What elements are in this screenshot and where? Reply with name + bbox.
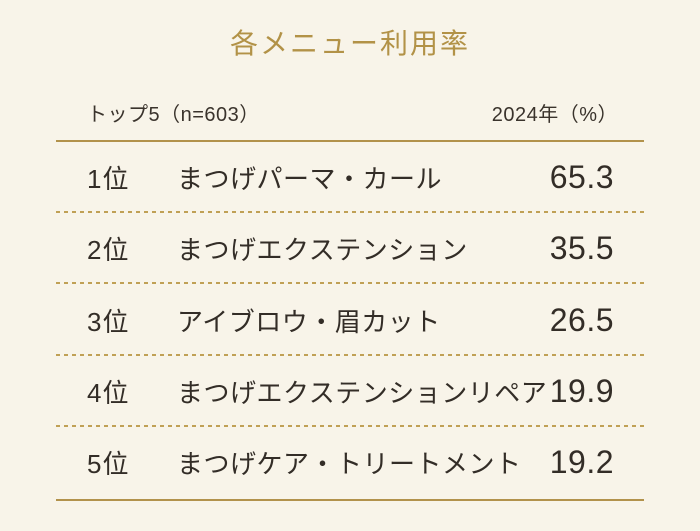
value-label: 26.5 bbox=[549, 301, 614, 338]
menu-label: まつげエクステンション bbox=[177, 235, 468, 266]
menu-label: アイブロウ・眉カット bbox=[177, 306, 441, 337]
menu-label: まつげケア・トリートメント bbox=[177, 449, 522, 480]
rank-label: 3位 bbox=[87, 306, 130, 337]
table-row: 1位 まつげパーマ・カール 65.3 bbox=[56, 141, 644, 213]
table-row: 2位 まつげエクステンション 35.5 bbox=[56, 212, 644, 285]
table-header-right: 2024年（%） bbox=[491, 103, 618, 126]
rank-label: 5位 bbox=[87, 449, 130, 480]
table-row: 5位 まつげケア・トリートメント 19.2 bbox=[56, 427, 644, 498]
value-label: 65.3 bbox=[549, 158, 614, 195]
table-header: トップ5（n=603） 2024年（%） bbox=[56, 61, 644, 142]
table-row: 3位 アイブロウ・眉カット 26.5 bbox=[56, 284, 644, 356]
ranking-table: トップ5（n=603） 2024年（%） 1位 まつげパーマ・カール 65.3 … bbox=[56, 61, 644, 501]
menu-label: まつげエクステンションリペア bbox=[177, 377, 548, 408]
value-label: 19.9 bbox=[549, 372, 614, 409]
rank-label: 2位 bbox=[87, 235, 130, 266]
menu-label: まつげパーマ・カール bbox=[177, 163, 443, 194]
rank-label: 1位 bbox=[87, 163, 130, 194]
table-row: 4位 まつげエクステンションリペア 19.9 bbox=[56, 355, 644, 428]
value-label: 19.2 bbox=[549, 444, 614, 481]
value-label: 35.5 bbox=[549, 230, 614, 267]
page-title: 各メニュー利用率 bbox=[229, 28, 470, 59]
table-header-left: トップ5（n=603） bbox=[87, 103, 260, 126]
rank-label: 4位 bbox=[87, 377, 130, 408]
